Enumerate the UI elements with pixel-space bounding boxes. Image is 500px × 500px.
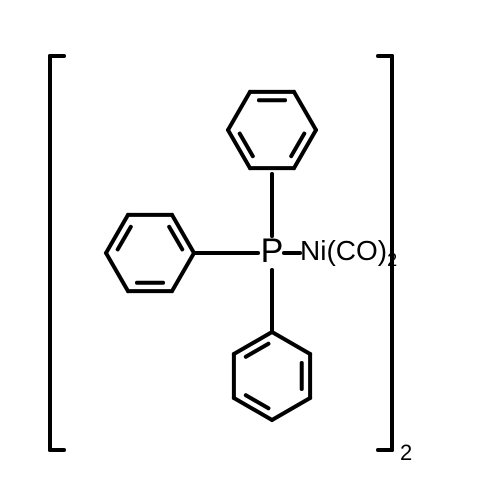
phosphorus-label: P [261, 232, 284, 270]
bracket-subscript: 2 [400, 440, 412, 465]
chemical-structure: P Ni(CO)2 2 [0, 0, 500, 500]
nickel-carbonyl-label: Ni(CO)2 [300, 235, 397, 269]
